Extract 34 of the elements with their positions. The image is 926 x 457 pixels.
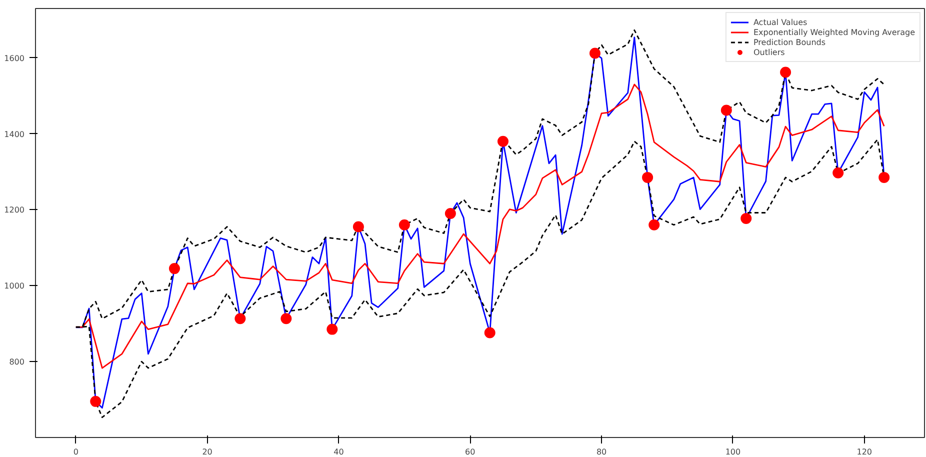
y-tick-label: 1600 — [4, 54, 24, 63]
y-tick-label: 800 — [9, 358, 25, 367]
y-tick-label: 1000 — [4, 282, 24, 291]
point — [168, 263, 180, 274]
point — [90, 396, 102, 407]
legend-label: Actual Values — [753, 17, 808, 27]
x-tick-label: 40 — [334, 448, 344, 456]
point — [326, 324, 338, 335]
x-tick-label: 100 — [725, 448, 741, 456]
x-tick-label: 60 — [465, 448, 476, 456]
point — [352, 221, 364, 232]
x-tick-label: 0 — [73, 448, 78, 456]
legend-label: Prediction Bounds — [753, 37, 826, 47]
point — [720, 104, 732, 116]
x-tick-label: 120 — [856, 448, 872, 456]
point — [234, 313, 246, 324]
point — [589, 48, 600, 59]
x-tick-label: 80 — [596, 448, 607, 456]
point — [780, 66, 792, 78]
point — [398, 219, 410, 230]
point — [648, 219, 660, 230]
legend-label: Exponentially Weighted Moving Average — [753, 27, 915, 37]
x-tick-label: 20 — [202, 448, 212, 456]
y-tick-label: 1400 — [4, 130, 24, 139]
y-tick-label: 1200 — [4, 206, 24, 215]
point — [832, 167, 844, 178]
point — [497, 136, 508, 147]
point — [740, 212, 752, 224]
point — [642, 172, 654, 183]
point — [484, 327, 496, 338]
point — [280, 313, 292, 324]
point — [878, 172, 890, 183]
point — [444, 208, 456, 219]
legend-label: Outliers — [753, 47, 785, 57]
